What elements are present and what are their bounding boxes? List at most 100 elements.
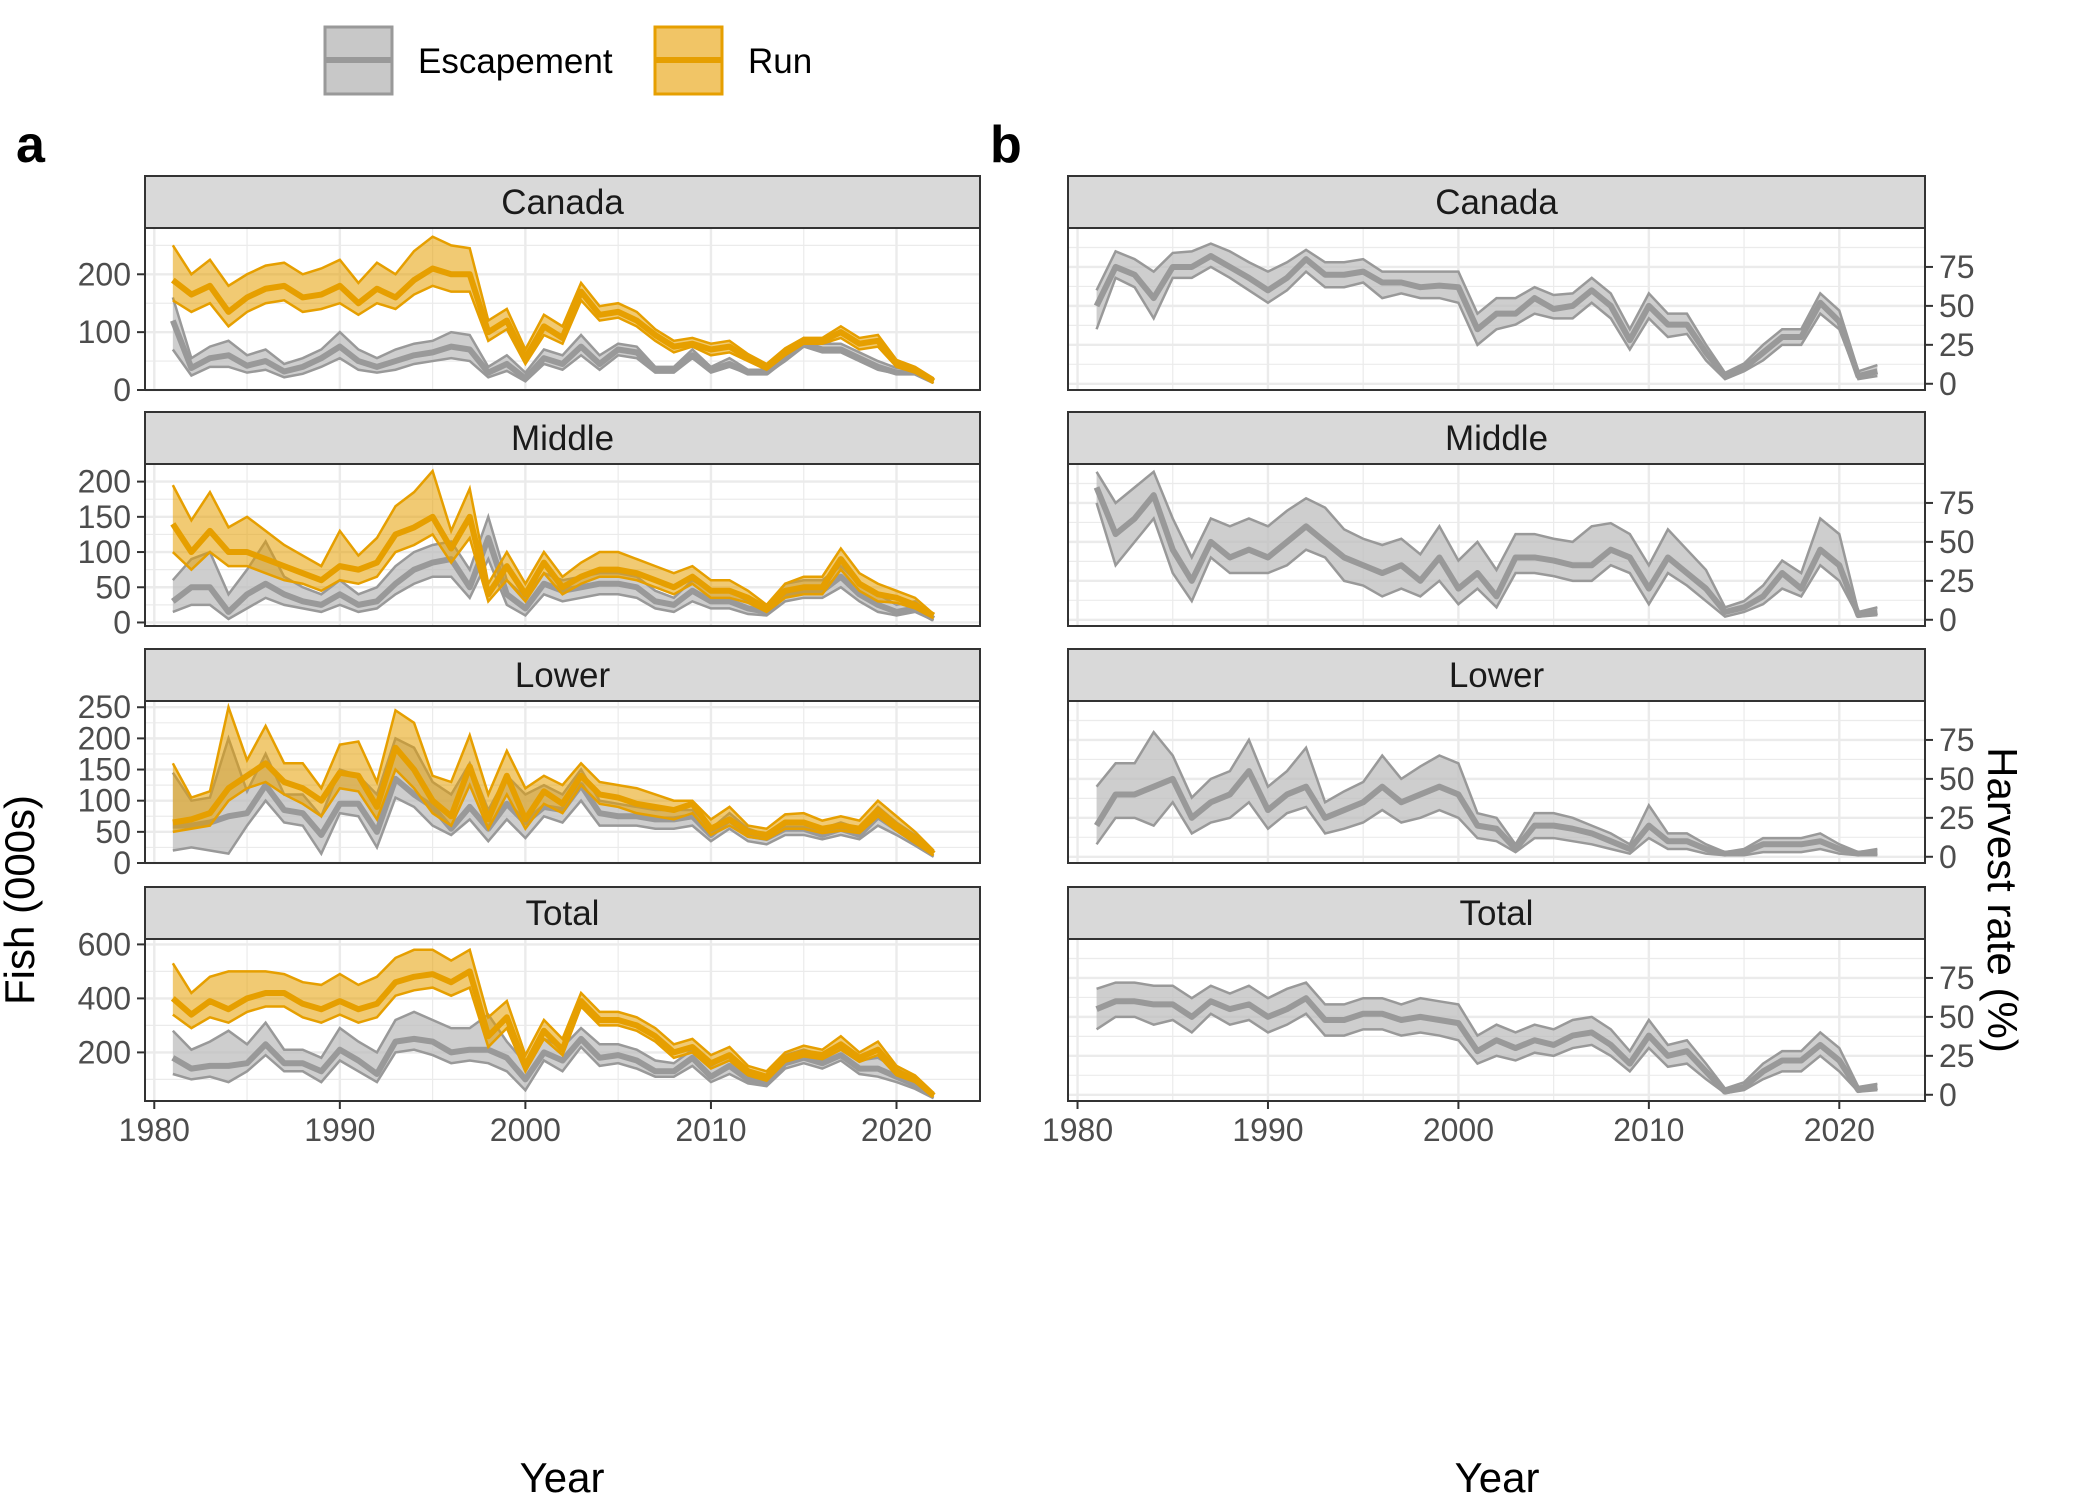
- x-axis-title-left: Year: [520, 1454, 605, 1500]
- panel-border-a-lower: [144, 700, 981, 864]
- y-tick-label-b-canada: 25: [1939, 327, 1975, 363]
- y-tick-label-b-middle: 0: [1939, 602, 1957, 638]
- x-axis-title-right: Year: [1455, 1454, 1540, 1500]
- series-layer-a-total: [170, 947, 936, 1100]
- upper-bound-a-total-run: [171, 947, 935, 1094]
- y-tick-label-a-lower: 0: [113, 845, 131, 881]
- x-tick-label-b-total: 1980: [1042, 1112, 1113, 1148]
- y-axis-title-right: Harvest rate (%): [1979, 747, 2026, 1053]
- facet-title-b-lower: Lower: [1449, 656, 1545, 695]
- series-layer-a-middle: [170, 468, 936, 622]
- facet-strip-a-canada: [144, 175, 981, 229]
- x-tick-label-b-total: 2010: [1613, 1112, 1684, 1148]
- lower-bound-b-canada-harvest-rate: [1095, 265, 1878, 381]
- ribbon-b-canada-harvest-rate: [1096, 243, 1878, 380]
- series-layer-a-lower: [171, 702, 936, 858]
- x-tick-label-a-total: 2020: [861, 1112, 932, 1148]
- y-tick-label-b-lower: 25: [1939, 800, 1975, 836]
- facet-title-b-middle: Middle: [1445, 419, 1548, 458]
- facet-strip-b-canada: [1067, 175, 1926, 229]
- panel-border-a-total: [144, 938, 981, 1102]
- series-layer-b-canada: [1093, 242, 1879, 381]
- lower-bound-b-lower-harvest-rate: [1095, 800, 1878, 857]
- median-line-b-total-harvest-rate: [1095, 995, 1878, 1095]
- facet-title-b-canada: Canada: [1435, 183, 1558, 222]
- y-tick-label-a-lower: 100: [78, 783, 131, 819]
- x-tick-label-a-total: 2000: [490, 1112, 561, 1148]
- upper-bound-b-canada-harvest-rate: [1095, 242, 1878, 375]
- y-tick-label-b-total: 0: [1939, 1077, 1957, 1113]
- median-line-a-total-escapement: [171, 1035, 936, 1099]
- facet-title-a-canada: Canada: [501, 183, 624, 222]
- panel-border-b-canada: [1067, 227, 1926, 391]
- y-tick-label-b-middle: 75: [1939, 485, 1975, 521]
- y-tick-label-a-middle: 50: [95, 569, 131, 605]
- x-tick-label-b-total: 2020: [1804, 1112, 1875, 1148]
- series-layer-b-middle: [1093, 469, 1878, 619]
- panel-tag-a: a: [16, 116, 46, 174]
- x-tick-label-a-total: 1990: [304, 1112, 375, 1148]
- lower-bound-b-middle-harvest-rate: [1095, 502, 1878, 619]
- facet-title-a-middle: Middle: [511, 419, 614, 458]
- y-tick-label-a-total: 200: [78, 1034, 131, 1070]
- y-tick-label-b-total: 25: [1939, 1038, 1975, 1074]
- panel-border-b-lower: [1067, 700, 1926, 864]
- panel-tag-b: b: [990, 116, 1022, 174]
- legend-label-run: Run: [748, 42, 812, 81]
- ribbon-b-total-harvest-rate: [1096, 982, 1878, 1094]
- lower-bound-a-total-escapement: [172, 1045, 935, 1100]
- facet-strip-a-middle: [144, 411, 981, 465]
- lower-bound-a-middle-escapement: [172, 555, 935, 622]
- lower-bound-a-middle-run: [171, 532, 935, 620]
- y-tick-label-b-total: 50: [1939, 999, 1975, 1035]
- x-tick-label-b-total: 1990: [1232, 1112, 1303, 1148]
- y-tick-label-b-canada: 50: [1939, 288, 1975, 324]
- y-tick-label-b-lower: 75: [1939, 722, 1975, 758]
- facet-title-a-total: Total: [526, 894, 600, 933]
- panel-border-b-middle: [1067, 463, 1926, 627]
- series-layer-a-canada: [170, 235, 936, 385]
- facet-strip-b-total: [1067, 886, 1926, 940]
- legend: Escapement Run: [323, 25, 812, 96]
- upper-bound-b-lower-harvest-rate: [1095, 729, 1878, 854]
- upper-bound-b-middle-harvest-rate: [1095, 469, 1878, 614]
- facet-title-a-lower: Lower: [515, 656, 611, 695]
- upper-bound-b-total-harvest-rate: [1096, 981, 1878, 1091]
- upper-bound-a-lower-run: [171, 702, 935, 852]
- median-line-a-canada-run: [170, 265, 936, 384]
- y-tick-label-a-canada: 0: [113, 372, 131, 408]
- y-tick-label-b-total: 75: [1939, 960, 1975, 996]
- lower-bound-a-lower-run: [172, 767, 935, 857]
- y-tick-label-a-middle: 200: [78, 464, 131, 500]
- y-tick-label-a-middle: 100: [78, 534, 131, 570]
- y-tick-label-a-total: 600: [78, 926, 131, 962]
- panel-border-b-total: [1067, 938, 1926, 1102]
- plot-area-a-total: [145, 939, 980, 1101]
- facet-strip-a-lower: [144, 648, 981, 702]
- series-layer-b-lower: [1094, 729, 1878, 857]
- facet-strip-b-middle: [1067, 411, 1926, 465]
- ribbon-a-total-run: [172, 949, 934, 1097]
- y-tick-label-a-middle: 0: [113, 604, 131, 640]
- facet-a-total: Total 200 400 600 1980 1990 2000 2010 2020: [78, 886, 981, 1148]
- y-tick-label-b-lower: 0: [1939, 839, 1957, 875]
- lower-bound-a-total-run: [172, 985, 935, 1098]
- y-axis-title-left: Fish (000s): [0, 795, 43, 1005]
- plot-area-b-total: [1068, 939, 1925, 1101]
- y-tick-label-a-middle: 150: [78, 499, 131, 535]
- x-tick-label-a-total: 1980: [119, 1112, 190, 1148]
- legend-label-escapement: Escapement: [418, 42, 613, 81]
- y-tick-label-a-lower: 50: [95, 814, 131, 850]
- facet-strip-b-lower: [1067, 648, 1926, 702]
- median-line-b-canada-harvest-rate: [1093, 253, 1879, 379]
- y-tick-label-b-canada: 0: [1939, 366, 1957, 402]
- ribbon-a-middle-escapement: [172, 516, 934, 621]
- y-tick-label-a-lower: 250: [78, 689, 131, 725]
- panel-border-a-middle: [144, 463, 981, 627]
- x-tick-label-a-total: 2010: [675, 1112, 746, 1148]
